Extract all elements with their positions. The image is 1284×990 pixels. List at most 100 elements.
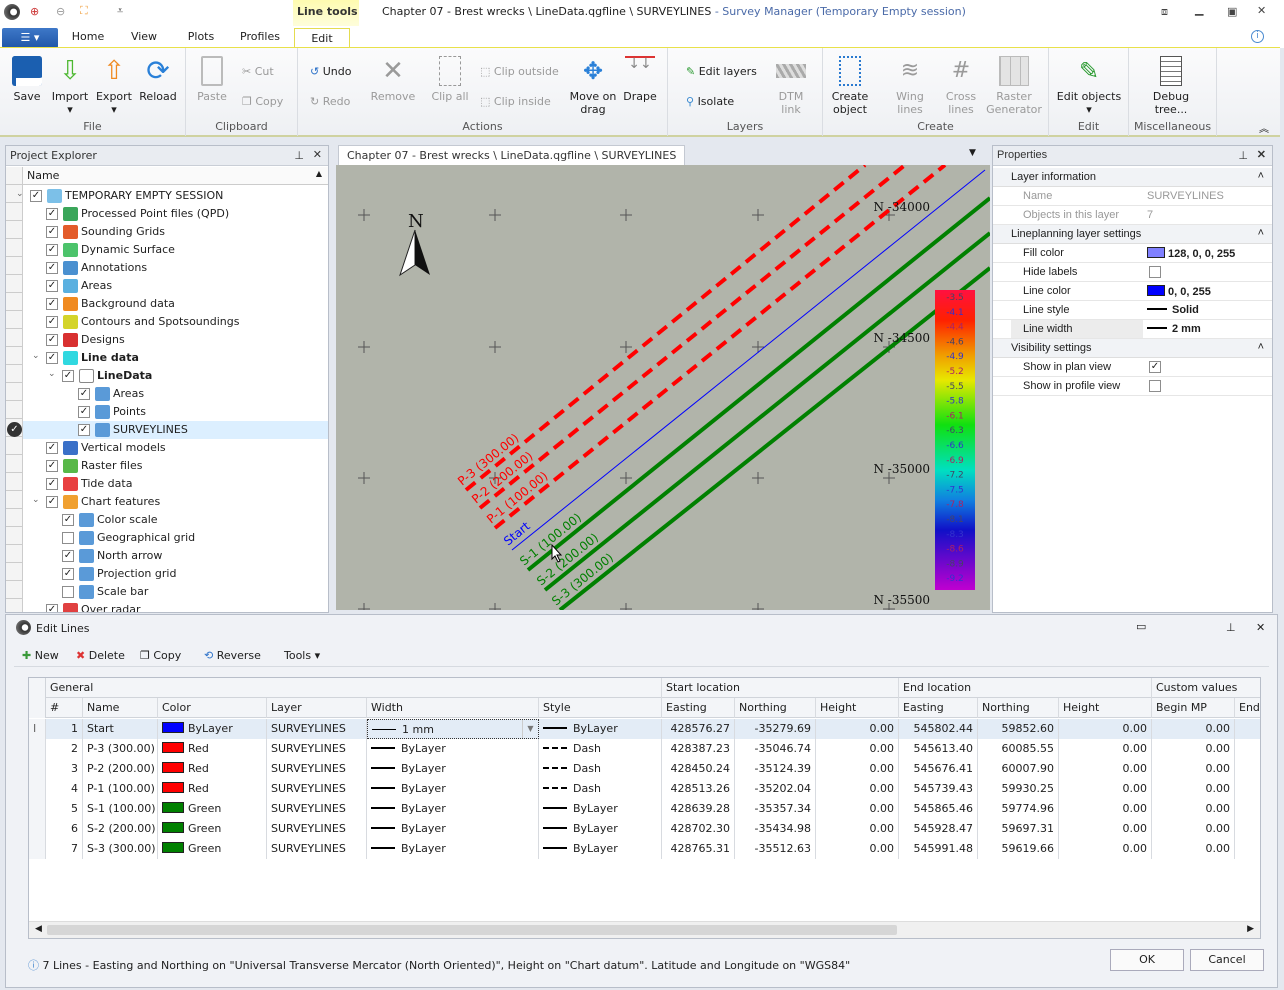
table-cell[interactable]: 545739.43 bbox=[899, 779, 978, 799]
tree-checkbox[interactable]: ✓ bbox=[62, 370, 74, 382]
tree-checkbox[interactable]: ✓ bbox=[46, 478, 58, 490]
table-cell[interactable]: Red bbox=[158, 739, 267, 759]
table-cell[interactable]: 0.00 bbox=[1059, 839, 1152, 859]
tree-column-header[interactable]: Name ▲ bbox=[23, 167, 328, 185]
table-row[interactable]: 6 S-2 (200.00) Green SURVEYLINES ByLayer ByLa… bbox=[29, 819, 1260, 839]
table-cell[interactable]: ByLayer bbox=[539, 839, 662, 859]
table-cell[interactable]: 0.00 bbox=[816, 759, 899, 779]
tree-item[interactable]: ✓ Annotations bbox=[23, 259, 328, 277]
column-header[interactable]: Style bbox=[539, 698, 662, 718]
save-button[interactable]: Save bbox=[8, 56, 46, 103]
table-row[interactable]: I 1 Start ByLayer SURVEYLINES ▼ 1 mm ByLayer 428… bbox=[29, 719, 1260, 739]
quick-access-dropdown-icon[interactable]: ⩡ bbox=[117, 4, 124, 17]
horizontal-scrollbar[interactable]: ◀ ▶ bbox=[29, 921, 1260, 938]
table-row[interactable]: 7 S-3 (300.00) Green SURVEYLINES ByLayer ByLa… bbox=[29, 839, 1260, 859]
table-cell[interactable]: 0.00 bbox=[816, 779, 899, 799]
table-cell[interactable]: SURVEYLINES bbox=[267, 799, 367, 819]
tree-item[interactable]: ⌄ ✓ LineData bbox=[23, 367, 328, 385]
table-cell[interactable]: 60007.90 bbox=[978, 759, 1059, 779]
tree-checkbox[interactable]: ✓ bbox=[46, 298, 58, 310]
tab-view[interactable]: View bbox=[130, 30, 158, 43]
table-cell[interactable]: -35434.98 bbox=[735, 819, 816, 839]
survey-line[interactable] bbox=[493, 165, 947, 530]
column-header[interactable]: Easting bbox=[899, 698, 978, 718]
tree-item[interactable]: ✓ Dynamic Surface bbox=[23, 241, 328, 259]
show-plan-checkbox[interactable]: ✓ bbox=[1149, 361, 1161, 373]
close-icon[interactable]: ✕ bbox=[1256, 621, 1266, 634]
tree-checkbox[interactable]: ✓ bbox=[46, 280, 58, 292]
row-indicator[interactable] bbox=[29, 779, 46, 799]
tree-checkbox[interactable]: ✓ bbox=[46, 604, 58, 612]
row-indicator[interactable] bbox=[29, 759, 46, 779]
tree-checkbox[interactable]: ✓ bbox=[46, 226, 58, 238]
tree-item[interactable]: ✓ Vertical models bbox=[23, 439, 328, 457]
copy-lines-button[interactable]: ❐ Copy bbox=[140, 649, 181, 662]
table-cell[interactable]: 7 bbox=[46, 839, 83, 859]
table-cell[interactable]: 0.00 bbox=[1059, 719, 1152, 739]
tree-checkbox[interactable]: ✓ bbox=[46, 352, 58, 364]
row-indicator[interactable]: I bbox=[29, 719, 46, 739]
table-cell[interactable] bbox=[1235, 839, 1260, 859]
export-button[interactable]: ⇧ Export ▾ bbox=[95, 56, 132, 116]
survey-line[interactable] bbox=[511, 169, 986, 551]
table-cell[interactable]: 428765.31 bbox=[662, 839, 735, 859]
table-cell[interactable]: 59697.31 bbox=[978, 819, 1059, 839]
row-indicator[interactable] bbox=[29, 739, 46, 759]
expand-chevron-icon[interactable]: ⌄ bbox=[48, 369, 56, 379]
ok-button[interactable]: OK bbox=[1110, 949, 1184, 971]
expand-chevron-icon[interactable]: ⌄ bbox=[32, 351, 40, 361]
tree-checkbox[interactable]: ✓ bbox=[78, 406, 90, 418]
tree-checkbox[interactable] bbox=[62, 586, 74, 598]
edit-objects-button[interactable]: ✎ Edit objects ▾ bbox=[1056, 57, 1122, 116]
table-cell[interactable]: 3 bbox=[46, 759, 83, 779]
table-cell[interactable]: 428702.30 bbox=[662, 819, 735, 839]
tree-item[interactable]: Scale bar bbox=[23, 583, 328, 601]
prop-line-color[interactable]: Line color 0, 0, 255 bbox=[993, 282, 1272, 301]
table-cell[interactable]: ByLayer bbox=[367, 799, 539, 819]
help-icon[interactable]: i bbox=[1251, 30, 1264, 43]
tree-item[interactable]: ✓ Areas bbox=[23, 385, 328, 403]
table-cell[interactable]: 0.00 bbox=[1152, 719, 1235, 739]
table-cell[interactable]: 545676.41 bbox=[899, 759, 978, 779]
prop-hide-labels[interactable]: Hide labels bbox=[993, 263, 1272, 282]
tree-item[interactable]: ✓ Projection grid bbox=[23, 565, 328, 583]
row-indicator[interactable] bbox=[29, 819, 46, 839]
table-cell[interactable]: 1 bbox=[46, 719, 83, 739]
tree-checkbox[interactable]: ✓ bbox=[62, 514, 74, 526]
table-cell[interactable]: S-2 (200.00) bbox=[83, 819, 158, 839]
column-header[interactable]: Easting bbox=[662, 698, 735, 718]
zoom-out-icon[interactable]: ⊖ bbox=[56, 5, 66, 18]
clip-outside-button[interactable]: ⬚ Clip outside bbox=[480, 65, 559, 78]
table-cell[interactable]: SURVEYLINES bbox=[267, 759, 367, 779]
tree-item[interactable]: ✓ Areas bbox=[23, 277, 328, 295]
survey-line[interactable] bbox=[478, 165, 907, 510]
zoom-in-icon[interactable]: ⊕ bbox=[30, 5, 40, 18]
file-menu-button[interactable]: ☰ ▾ bbox=[2, 28, 58, 48]
column-header[interactable]: Northing bbox=[735, 698, 816, 718]
table-cell[interactable]: ByLayer bbox=[367, 819, 539, 839]
delete-button[interactable]: ✖ Delete bbox=[76, 649, 125, 662]
tree-checkbox[interactable]: ✓ bbox=[46, 334, 58, 346]
new-button[interactable]: ✚ New bbox=[22, 649, 59, 662]
tree-checkbox[interactable]: ✓ bbox=[62, 568, 74, 580]
drape-button[interactable]: ↓↓ Drape bbox=[620, 56, 660, 103]
dock-icon[interactable]: ▭ bbox=[1136, 620, 1147, 633]
survey-line[interactable] bbox=[464, 165, 867, 492]
table-cell[interactable]: 0.00 bbox=[1059, 739, 1152, 759]
table-cell[interactable]: 0.00 bbox=[1059, 779, 1152, 799]
table-cell[interactable]: 0.00 bbox=[1059, 759, 1152, 779]
table-row[interactable]: 4 P-1 (100.00) Red SURVEYLINES ByLayer Dash 42… bbox=[29, 779, 1260, 799]
table-row[interactable]: 3 P-2 (200.00) Red SURVEYLINES ByLayer Dash 42… bbox=[29, 759, 1260, 779]
table-cell[interactable]: P-2 (200.00) bbox=[83, 759, 158, 779]
prop-show-profile[interactable]: Show in profile view bbox=[993, 377, 1272, 396]
tab-home[interactable]: Home bbox=[71, 30, 105, 43]
tree-item[interactable]: ⌄ ✓ TEMPORARY EMPTY SESSION bbox=[16, 187, 328, 205]
table-cell[interactable]: ByLayer bbox=[539, 719, 662, 739]
debug-tree-button[interactable]: Debug tree... bbox=[1143, 56, 1199, 116]
table-cell[interactable]: S-3 (300.00) bbox=[83, 839, 158, 859]
collapse-ribbon-icon[interactable]: ︽ bbox=[1259, 124, 1269, 135]
table-cell[interactable]: ByLayer bbox=[367, 759, 539, 779]
table-cell[interactable]: 0.00 bbox=[816, 819, 899, 839]
import-button[interactable]: ⇩ Import ▾ bbox=[51, 56, 89, 116]
scroll-right-icon[interactable]: ▶ bbox=[1247, 924, 1254, 934]
